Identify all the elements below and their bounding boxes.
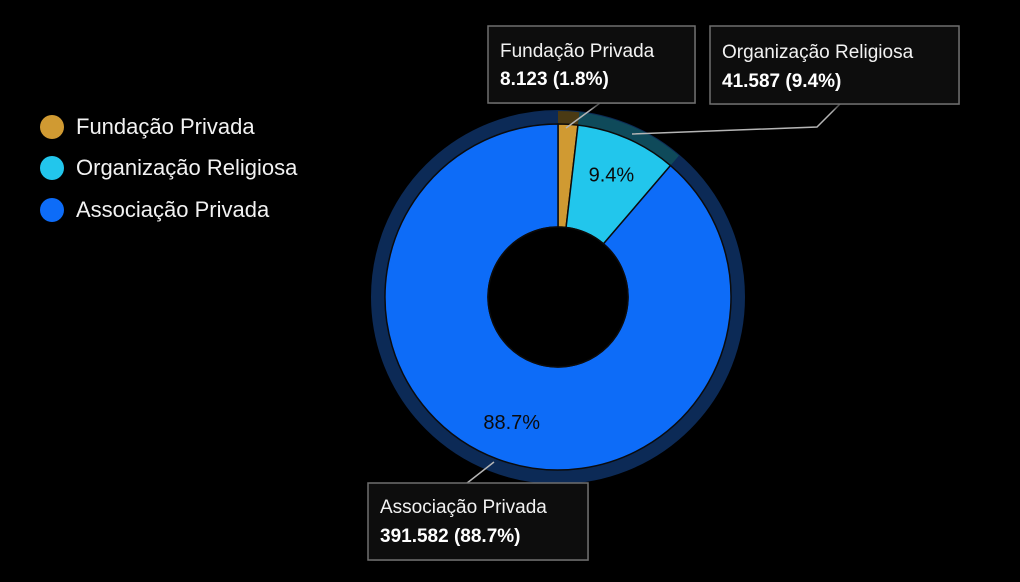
chart-legend: Fundação Privada Organização Religiosa A… bbox=[40, 114, 298, 222]
callout-box-organizacao-religiosa bbox=[709, 25, 960, 105]
callout-box-fundacao-privada bbox=[487, 25, 696, 104]
callout-box-associacao-privada bbox=[367, 482, 589, 561]
legend-item-fundacao-privada[interactable]: Fundação Privada bbox=[40, 114, 255, 139]
callout-fundacao-privada: Fundação Privada 8.123 (1.8%) bbox=[487, 25, 696, 129]
donut-hole bbox=[487, 226, 629, 368]
donut-halo-segment-fundacao-privada bbox=[558, 111, 580, 126]
callout-tooltips: Fundação Privada 8.123 (1.8%) Organizaçã… bbox=[367, 25, 960, 561]
legend-label-associacao-privada: Associação Privada bbox=[76, 197, 270, 222]
callout-value-fundacao-privada: 8.123 (1.8%) bbox=[500, 69, 609, 90]
percent-labels: 9.4% 88.7% bbox=[483, 165, 634, 435]
callout-name-associacao-privada: Associação Privada bbox=[380, 497, 547, 518]
percent-label-organizacao-religiosa: 9.4% bbox=[589, 165, 635, 187]
callout-organizacao-religiosa: Organização Religiosa 41.587 (9.4%) bbox=[631, 25, 960, 135]
legend-label-organizacao-religiosa: Organização Religiosa bbox=[76, 155, 298, 180]
legend-label-fundacao-privada: Fundação Privada bbox=[76, 114, 255, 139]
legend-swatch-fundacao-privada bbox=[40, 115, 64, 139]
callout-associacao-privada: Associação Privada 391.582 (88.7%) bbox=[367, 461, 589, 561]
donut-slices bbox=[384, 123, 732, 471]
percent-label-associacao-privada: 88.7% bbox=[483, 412, 540, 434]
callout-name-organizacao-religiosa: Organização Religiosa bbox=[722, 42, 914, 63]
legend-item-organizacao-religiosa[interactable]: Organização Religiosa bbox=[40, 155, 298, 180]
callout-value-organizacao-religiosa: 41.587 (9.4%) bbox=[722, 71, 841, 92]
callout-name-fundacao-privada: Fundação Privada bbox=[500, 41, 655, 62]
legend-swatch-organizacao-religiosa bbox=[40, 156, 64, 180]
callout-value-associacao-privada: 391.582 (88.7%) bbox=[380, 526, 521, 547]
legend-item-associacao-privada[interactable]: Associação Privada bbox=[40, 197, 270, 222]
legend-swatch-associacao-privada bbox=[40, 198, 64, 222]
callout-pointer-organizacao-religiosa bbox=[631, 103, 841, 135]
